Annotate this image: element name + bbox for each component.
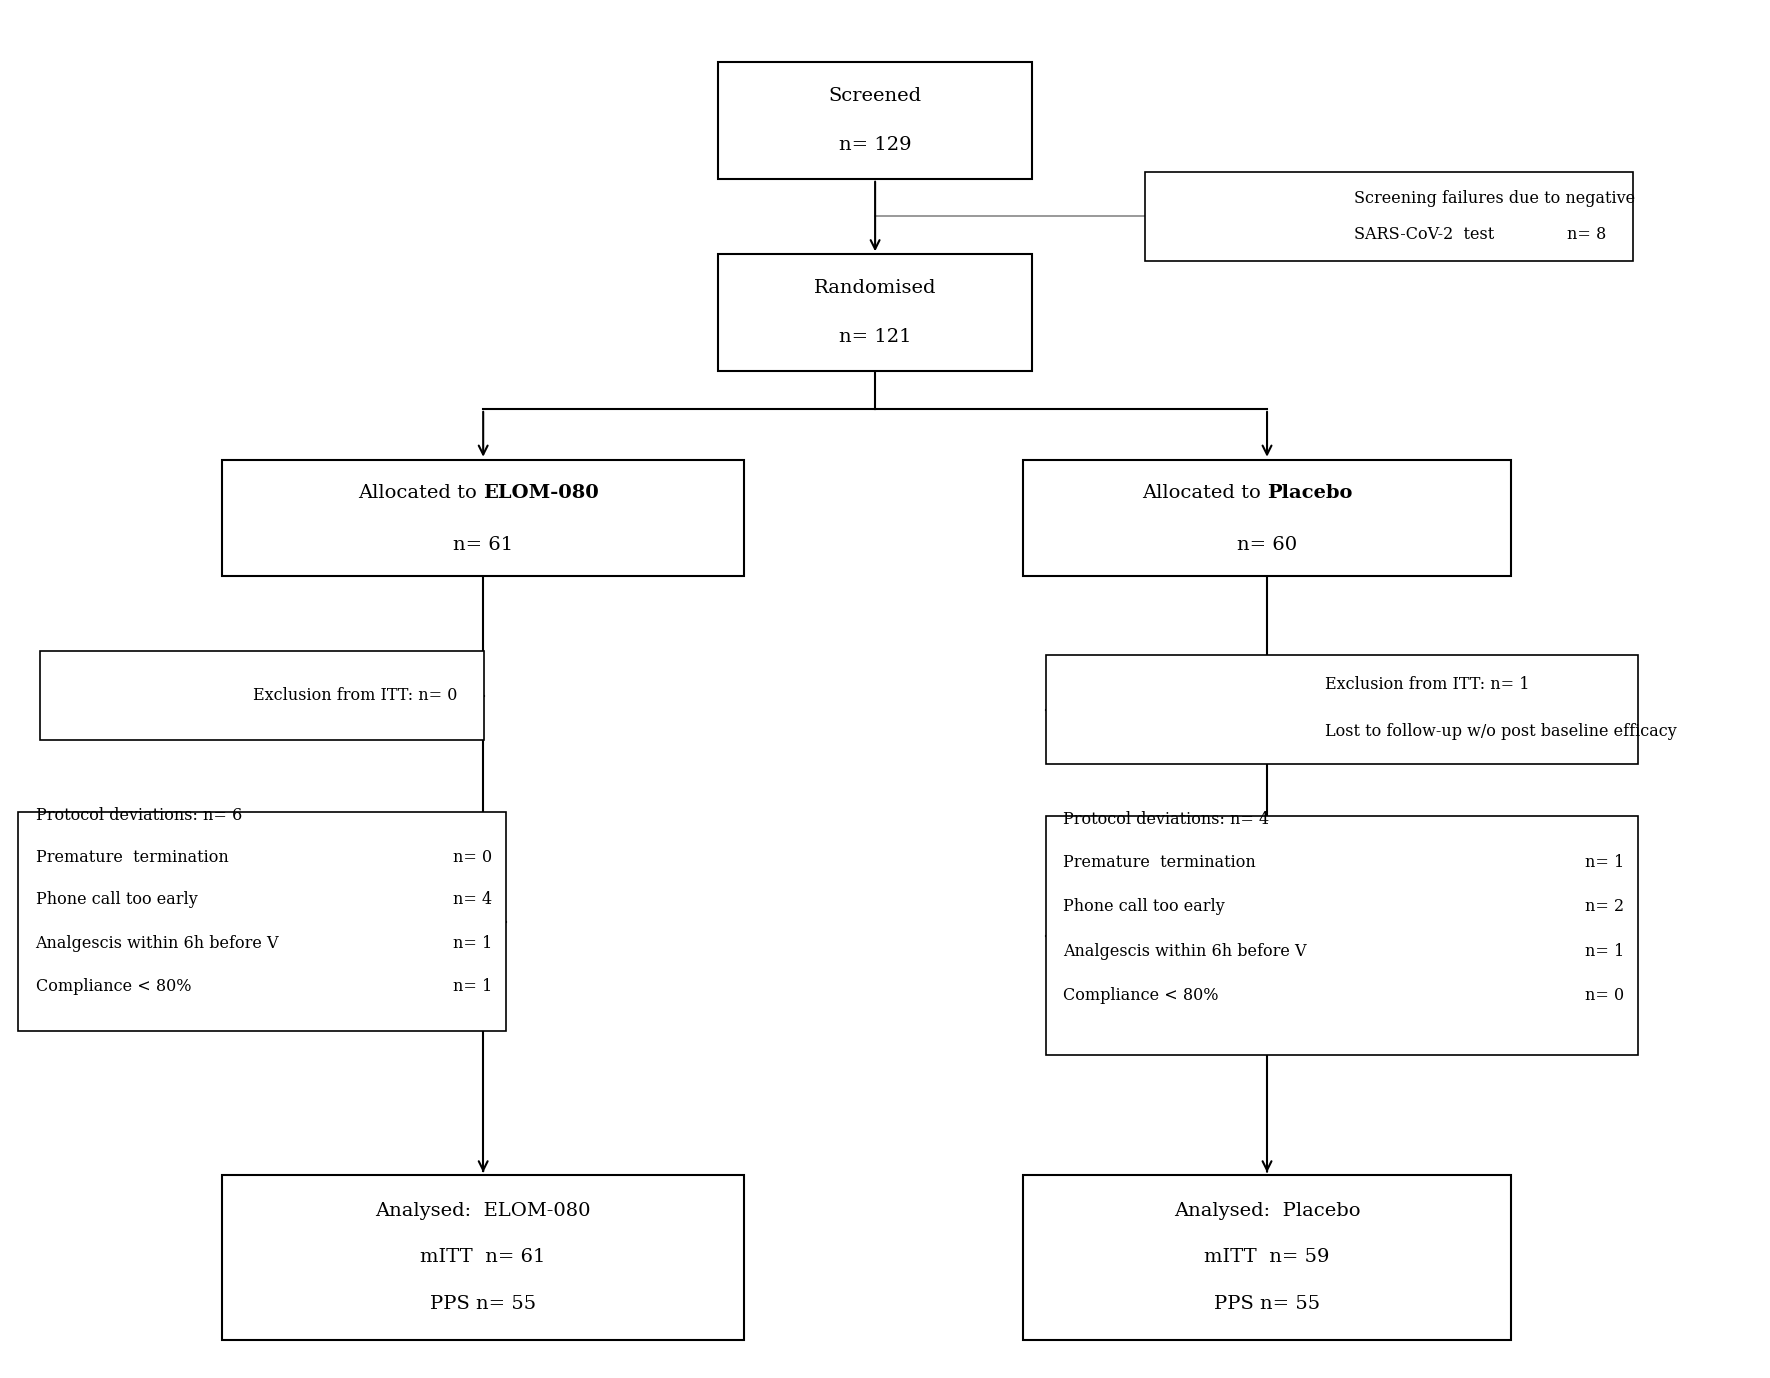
Text: Allocated to: Allocated to (1142, 484, 1267, 502)
Text: n= 0: n= 0 (1584, 987, 1625, 1005)
Text: PPS n= 55: PPS n= 55 (430, 1295, 536, 1313)
FancyBboxPatch shape (18, 812, 506, 1031)
FancyBboxPatch shape (221, 460, 745, 576)
Text: n= 1: n= 1 (1584, 944, 1625, 960)
FancyBboxPatch shape (719, 254, 1032, 371)
Text: Premature  termination: Premature termination (35, 849, 228, 865)
Text: n= 1: n= 1 (453, 936, 492, 952)
Text: Analysed:  ELOM-080: Analysed: ELOM-080 (375, 1202, 591, 1220)
FancyBboxPatch shape (719, 62, 1032, 179)
FancyBboxPatch shape (41, 652, 483, 740)
Text: Placebo: Placebo (1267, 484, 1352, 502)
FancyBboxPatch shape (221, 1175, 745, 1339)
Text: n= 61: n= 61 (453, 536, 513, 554)
Text: n= 0: n= 0 (453, 849, 492, 865)
Text: Phone call too early: Phone call too early (35, 892, 196, 908)
Text: n= 2: n= 2 (1584, 898, 1625, 915)
Text: mITT  n= 61: mITT n= 61 (421, 1248, 545, 1266)
Text: Protocol deviations: n= 4: Protocol deviations: n= 4 (1064, 810, 1269, 828)
Text: Analysed:  Placebo: Analysed: Placebo (1174, 1202, 1361, 1220)
Text: Randomised: Randomised (814, 278, 936, 296)
Text: n= 129: n= 129 (839, 136, 912, 154)
Text: Protocol deviations: n= 6: Protocol deviations: n= 6 (35, 806, 242, 824)
FancyBboxPatch shape (1023, 1175, 1512, 1339)
Text: Compliance < 80%: Compliance < 80% (1064, 987, 1220, 1005)
Text: Screened: Screened (828, 87, 922, 105)
Text: SARS-CoV-2  test: SARS-CoV-2 test (1354, 226, 1494, 243)
Text: Analgescis within 6h before V: Analgescis within 6h before V (35, 936, 280, 952)
Text: Screening failures due to negative: Screening failures due to negative (1354, 190, 1635, 207)
Text: n= 4: n= 4 (453, 892, 492, 908)
Text: n= 60: n= 60 (1237, 536, 1297, 554)
Text: ELOM-080: ELOM-080 (483, 484, 598, 502)
Text: n= 1: n= 1 (453, 978, 492, 995)
FancyBboxPatch shape (1145, 172, 1632, 260)
Text: Phone call too early: Phone call too early (1064, 898, 1225, 915)
FancyBboxPatch shape (1023, 460, 1512, 576)
Text: n= 1: n= 1 (1584, 854, 1625, 871)
Text: PPS n= 55: PPS n= 55 (1214, 1295, 1320, 1313)
Text: Exclusion from ITT: n= 1: Exclusion from ITT: n= 1 (1324, 677, 1529, 693)
Text: mITT  n= 59: mITT n= 59 (1204, 1248, 1329, 1266)
Text: Exclusion from ITT: n= 0: Exclusion from ITT: n= 0 (253, 688, 458, 704)
FancyBboxPatch shape (1046, 655, 1637, 765)
Text: Compliance < 80%: Compliance < 80% (35, 978, 191, 995)
FancyBboxPatch shape (1046, 816, 1637, 1056)
Text: n= 121: n= 121 (839, 328, 912, 346)
Text: Lost to follow-up w/o post baseline efficacy: Lost to follow-up w/o post baseline effi… (1324, 723, 1676, 740)
Text: n= 8: n= 8 (1568, 226, 1607, 243)
Text: Analgescis within 6h before V: Analgescis within 6h before V (1064, 944, 1306, 960)
Text: Allocated to: Allocated to (358, 484, 483, 502)
Text: Premature  termination: Premature termination (1064, 854, 1257, 871)
